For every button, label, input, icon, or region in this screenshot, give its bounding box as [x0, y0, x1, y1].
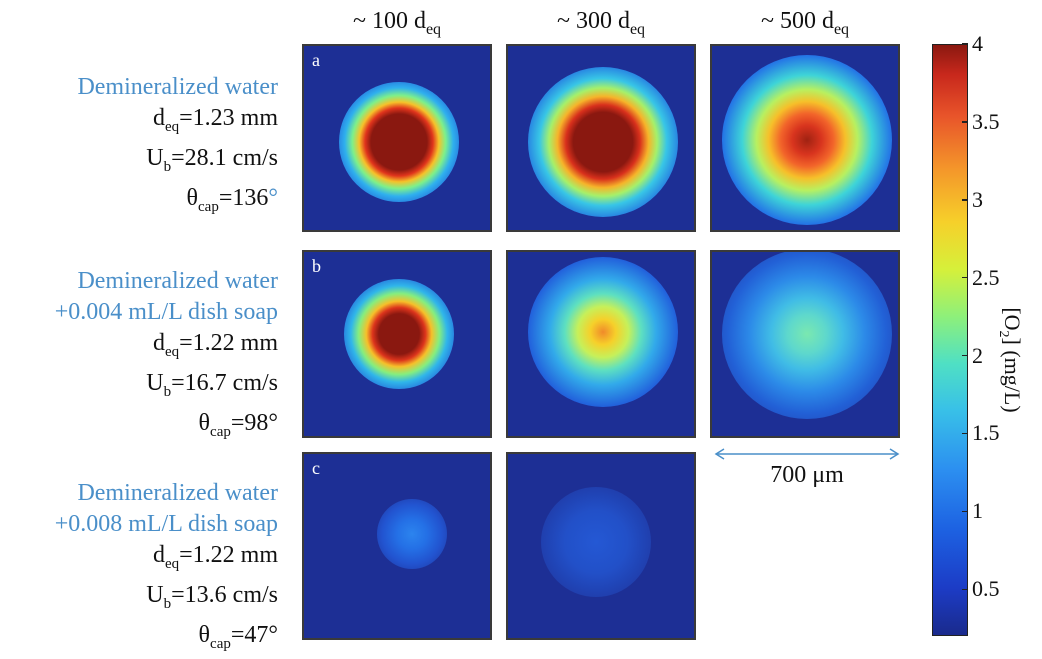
scale-bar-label: 700 μm [770, 462, 844, 488]
theta-sub: cap [198, 198, 219, 215]
row-title-line: Demineralized water [77, 480, 278, 506]
theta-line: θcap=136° [77, 183, 278, 223]
colorbar-tick-label: 3 [972, 186, 983, 212]
oxygen-spot [377, 499, 447, 569]
colorbar-tick-mark [962, 510, 968, 513]
colorbar-tick-mark [962, 43, 968, 45]
ub-symbol: U [146, 144, 164, 171]
oxygen-spot [344, 279, 454, 389]
colorbar-tick-label: 3.5 [972, 108, 1000, 134]
colorbar-tick-label: 4 [972, 31, 983, 56]
ub-sub: b [163, 158, 172, 175]
row-label-a: Demineralized water deq=1.23 mm Ub=28.1 … [77, 72, 278, 222]
deq-line: deq=1.23 mm [77, 103, 278, 143]
ub-sub: b [163, 383, 172, 400]
column-header-sub: eq [833, 20, 850, 38]
deq-value: =1.22 mm [179, 330, 278, 356]
theta-value: =136 [218, 184, 269, 211]
column-header-500deq: ~ 500 deq [710, 8, 900, 39]
panel-b-500 [710, 250, 900, 438]
column-header-sub: eq [629, 20, 646, 38]
oxygen-spot [339, 82, 459, 202]
panel-letter: c [312, 458, 320, 478]
panel-a-500 [710, 44, 900, 232]
row-label-b: Demineralized water +0.004 mL/L dish soa… [55, 266, 278, 447]
ub-symbol: U [146, 581, 164, 608]
row-title-line: Demineralized water [77, 74, 278, 100]
oxygen-spot [722, 55, 892, 225]
theta-value: =47° [230, 621, 278, 648]
colorbar-title-prefix: [O [1000, 307, 1026, 331]
ub-sub: b [163, 595, 172, 612]
row-title-line: +0.004 mL/L dish soap [54, 299, 278, 325]
row-title-line: +0.008 mL/L dish soap [54, 511, 278, 537]
deq-sub: eq [164, 343, 180, 360]
colorbar [932, 44, 968, 636]
ub-line: Ub=16.7 cm/s [55, 368, 278, 408]
panel-letter: a [312, 50, 320, 70]
theta-unit: ° [268, 184, 278, 211]
column-header-300deq: ~ 300 deq [506, 8, 696, 39]
colorbar-tick-label: 1.5 [972, 420, 1000, 446]
row-title-line: Demineralized water [77, 268, 278, 294]
deq-symbol: d [152, 330, 165, 356]
oxygen-spot [528, 67, 678, 217]
oxygen-spot [541, 487, 651, 597]
colorbar-tick-label: 2 [972, 342, 983, 368]
colorbar-tick-mark [962, 121, 968, 123]
column-header-text: ~ 100 d [352, 8, 426, 34]
colorbar-title: [O2] (mg/L) [995, 307, 1025, 412]
oxygen-spot [528, 257, 678, 407]
deq-sub: eq [164, 118, 180, 135]
theta-symbol: θ [198, 409, 211, 436]
colorbar-tick-label: 2.5 [972, 264, 1000, 290]
column-header-text: ~ 300 d [556, 8, 630, 34]
theta-symbol: θ [198, 621, 211, 648]
colorbar-tick-label: 1 [972, 498, 983, 524]
row-label-c: Demineralized water +0.008 mL/L dish soa… [55, 478, 278, 659]
theta-symbol: θ [186, 184, 199, 211]
panel-c-100: c [302, 452, 492, 640]
panel-a-300 [506, 44, 696, 232]
deq-value: =1.22 mm [179, 542, 278, 568]
colorbar-tick-mark [962, 199, 968, 201]
theta-line: θcap=98° [55, 408, 278, 448]
theta-sub: cap [210, 635, 231, 652]
deq-line: deq=1.22 mm [55, 328, 278, 368]
column-header-sub: eq [425, 20, 442, 38]
column-header-text: ~ 500 d [760, 8, 834, 34]
colorbar-title-suffix: ] (mg/L) [1000, 337, 1026, 413]
deq-line: deq=1.22 mm [55, 540, 278, 580]
deq-value: =1.23 mm [179, 105, 278, 131]
ub-value: =28.1 cm/s [171, 144, 278, 171]
theta-sub: cap [210, 423, 231, 440]
ub-line: Ub=13.6 cm/s [55, 580, 278, 620]
deq-sub: eq [164, 555, 180, 572]
oxygen-spot [722, 252, 892, 419]
deq-symbol: d [152, 105, 165, 131]
colorbar-tick-mark [962, 276, 968, 279]
ub-line: Ub=28.1 cm/s [77, 143, 278, 183]
panel-letter: b [312, 256, 321, 276]
ub-value: =16.7 cm/s [171, 369, 278, 396]
colorbar-tick-label: 0.5 [972, 576, 1000, 602]
panel-c-300 [506, 452, 696, 640]
colorbar-tick-mark [962, 432, 968, 435]
deq-symbol: d [152, 542, 165, 568]
theta-value: =98° [230, 409, 278, 436]
scale-bar [714, 448, 900, 460]
colorbar-tick-mark [962, 588, 968, 590]
panel-b-300 [506, 250, 696, 438]
panel-b-100: b [302, 250, 492, 438]
ub-value: =13.6 cm/s [171, 581, 278, 608]
theta-line: θcap=47° [55, 620, 278, 659]
panel-a-100: a [302, 44, 492, 232]
ub-symbol: U [146, 369, 164, 396]
column-header-100deq: ~ 100 deq [302, 8, 492, 39]
colorbar-tick-mark [962, 354, 968, 357]
